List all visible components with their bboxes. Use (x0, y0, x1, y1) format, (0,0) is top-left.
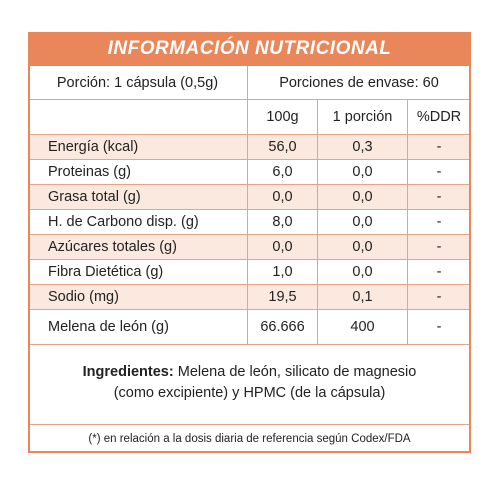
row-value: 0,1 (318, 285, 408, 310)
row-value: 6,0 (248, 160, 318, 185)
ingredients-line: (como excipiente) y HPMC (de la cápsula) (113, 385, 386, 401)
row-value: 19,5 (248, 285, 318, 310)
ingredients: Ingredientes: Melena de león, silicato d… (28, 345, 471, 425)
row-value: - (408, 135, 471, 160)
row-value: 0,3 (318, 135, 408, 160)
row-label: Fibra Dietética (g) (28, 260, 248, 285)
row-value: 0,0 (318, 210, 408, 235)
ingredients-line: Melena de león, silicato de magnesio (177, 364, 417, 380)
row-label: Sodio (mg) (28, 285, 248, 310)
frame (28, 32, 471, 453)
row-value: 56,0 (248, 135, 318, 160)
column-header: 100g (248, 100, 318, 135)
row-label: Azúcares totales (g) (28, 235, 248, 260)
ingredients-label: Ingredientes: (82, 364, 174, 380)
title: INFORMACIÓN NUTRICIONAL (28, 32, 471, 66)
blank-header (28, 100, 248, 135)
row-label: Melena de león (g) (28, 310, 248, 345)
row-value: 0,0 (318, 235, 408, 260)
row-value: - (408, 185, 471, 210)
row-label: Energía (kcal) (28, 135, 248, 160)
row-value: 1,0 (248, 260, 318, 285)
row-value: 0,0 (318, 260, 408, 285)
row-value: - (408, 285, 471, 310)
row-value: 0,0 (318, 160, 408, 185)
row-value: 8,0 (248, 210, 318, 235)
serving-portion: Porción: 1 cápsula (0,5g) (28, 66, 248, 100)
row-label: H. de Carbono disp. (g) (28, 210, 248, 235)
row-label: Grasa total (g) (28, 185, 248, 210)
row-value: 0,0 (248, 235, 318, 260)
row-value: 0,0 (318, 185, 408, 210)
column-header: 1 porción (318, 100, 408, 135)
footnote: (*) en relación a la dosis diaria de ref… (88, 433, 411, 445)
row-value: 400 (318, 310, 408, 345)
row-value: 66.666 (248, 310, 318, 345)
row-label: Proteinas (g) (28, 160, 248, 185)
row-value: 0,0 (248, 185, 318, 210)
